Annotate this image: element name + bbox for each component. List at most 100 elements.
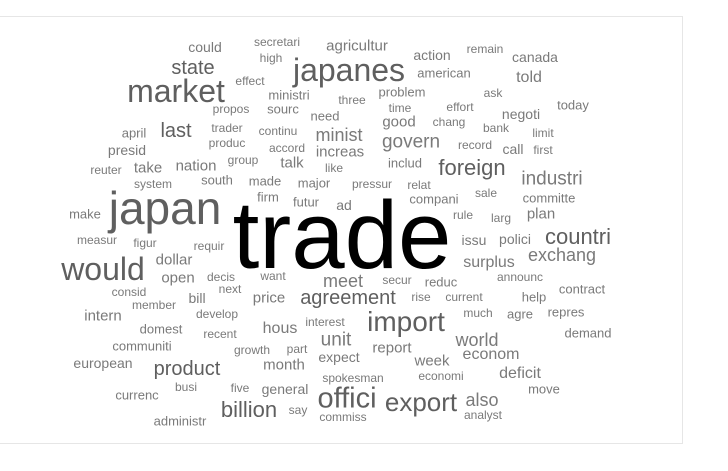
word-negoti: negoti	[501, 106, 541, 122]
word-trade: trade	[232, 182, 452, 289]
word-state: state	[171, 57, 215, 79]
word-told: told	[516, 69, 542, 86]
word-secretari: secretari	[253, 35, 301, 49]
word-economi: economi	[418, 369, 464, 383]
word-japanes: japanes	[292, 52, 406, 88]
word-demand: demand	[564, 325, 612, 341]
word-deficit: deficit	[499, 365, 541, 382]
word-system: system	[133, 177, 173, 191]
word-first: first	[533, 143, 553, 157]
word-hous: hous	[262, 320, 298, 337]
word-repres: repres	[547, 304, 585, 320]
word-trader: trader	[211, 121, 243, 135]
word-billion: billion	[220, 397, 278, 422]
word-effect: effect	[235, 74, 265, 88]
word-member: member	[131, 298, 177, 312]
word-report: report	[372, 339, 412, 357]
word-accord: accord	[268, 141, 306, 155]
word-sourc: sourc	[267, 101, 299, 117]
word-south: south	[201, 172, 233, 188]
word-import: import	[367, 306, 445, 337]
word-american: american	[417, 65, 471, 81]
word-compani: compani	[409, 191, 459, 207]
word-futur: futur	[292, 194, 320, 210]
word-unit: unit	[320, 329, 352, 351]
word-canada: canada	[512, 49, 558, 65]
word-could: could	[188, 39, 222, 55]
word-firm: firm	[257, 189, 279, 205]
word-foreign: foreign	[438, 155, 506, 180]
word-ask: ask	[483, 86, 503, 100]
word-need: need	[310, 108, 340, 124]
word-announc: announc	[496, 270, 544, 284]
word-plan: plan	[526, 205, 556, 223]
wordcloud-panel	[0, 16, 683, 444]
word-product: product	[153, 358, 221, 380]
word-polici: polici	[499, 231, 531, 247]
word-larg: larg	[490, 211, 512, 225]
word-countri: countri	[544, 224, 612, 249]
word-open: open	[161, 269, 195, 287]
word-sale: sale	[474, 186, 498, 200]
word-exchang: exchang	[527, 245, 597, 265]
word-pressur: pressur	[351, 177, 393, 191]
word-action: action	[413, 47, 451, 63]
word-want: want	[260, 269, 286, 283]
word-also: also	[465, 390, 499, 410]
word-bank: bank	[482, 121, 510, 135]
word-high: high	[259, 51, 283, 65]
word-expect: expect	[318, 349, 360, 365]
word-effort: effort	[446, 100, 474, 114]
word-develop: develop	[195, 307, 239, 321]
word-european: european	[73, 355, 133, 371]
word-domest: domest	[139, 321, 183, 337]
word-analyst: analyst	[463, 408, 503, 422]
word-agricultur: agricultur	[326, 37, 388, 55]
word-limit: limit	[532, 126, 554, 140]
word-three: three	[338, 93, 366, 107]
word-export: export	[384, 387, 458, 417]
word-reduc: reduc	[424, 274, 458, 290]
word-communiti: communiti	[112, 338, 172, 354]
word-market: market	[127, 73, 225, 109]
word-today: today	[557, 97, 589, 113]
word-committe: committe	[522, 190, 576, 206]
word-propos: propos	[212, 102, 250, 116]
word-last: last	[160, 120, 192, 142]
word-april: april	[121, 125, 147, 141]
word-figur: figur	[133, 236, 157, 250]
word-like: like	[324, 161, 344, 175]
word-consid: consid	[111, 285, 147, 299]
word-intern: intern	[84, 307, 122, 325]
word-agre: agre	[506, 306, 534, 322]
word-govern: govern	[381, 131, 441, 153]
word-industri: industri	[521, 168, 583, 190]
word-interest: interest	[305, 315, 345, 329]
word-take: take	[133, 159, 163, 177]
word-talk: talk	[280, 154, 304, 172]
word-say: say	[288, 403, 308, 417]
word-growth: growth	[233, 343, 271, 357]
word-produc: produc	[208, 136, 246, 150]
word-much: much	[463, 306, 493, 320]
word-issu: issu	[461, 232, 487, 248]
word-currenc: currenc	[115, 387, 159, 403]
word-would: would	[61, 251, 145, 287]
word-includ: includ	[388, 155, 422, 171]
word-presid: presid	[107, 142, 147, 158]
word-group: group	[227, 153, 259, 167]
word-rise: rise	[411, 290, 431, 304]
word-recent: recent	[203, 327, 237, 341]
word-minist: minist	[315, 125, 363, 145]
word-contract: contract	[558, 281, 606, 297]
word-call: call	[502, 141, 524, 157]
word-agreement: agreement	[300, 287, 396, 309]
word-remain: remain	[466, 42, 504, 56]
word-decis: decis	[206, 270, 236, 284]
word-nation: nation	[175, 157, 217, 175]
word-reuter: reuter	[90, 163, 122, 177]
word-current: current	[445, 290, 483, 304]
word-ad: ad	[336, 197, 352, 213]
word-five: five	[230, 381, 250, 395]
word-help: help	[521, 289, 547, 305]
